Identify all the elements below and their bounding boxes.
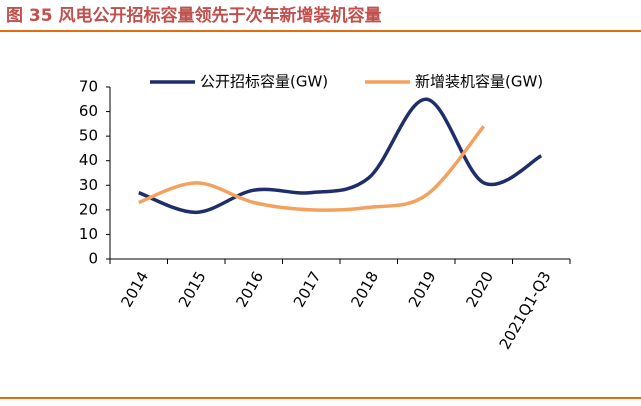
x-tick-label: 2018 [347,268,382,310]
y-tick-label: 70 [79,78,98,96]
y-tick-label: 0 [88,250,98,268]
x-tick-label: 2016 [232,268,267,310]
y-tick-label: 40 [79,151,98,169]
x-tick-label: 2019 [405,268,440,310]
y-tick-label: 30 [79,176,98,194]
x-tick-label: 2015 [175,268,210,310]
y-tick-label: 10 [79,225,98,243]
y-tick-label: 50 [79,127,98,145]
legend-label: 新增装机容量(GW) [415,73,543,91]
x-tick-label: 2014 [117,268,152,310]
series-line [138,97,543,215]
x-tick-label: 2021Q1-Q3 [496,268,555,352]
chart-title: 图 35 风电公开招标容量领先于次年新增装机容量 [6,5,382,26]
x-tick-label: 2020 [462,268,497,310]
legend-label: 公开招标容量(GW) [200,73,328,91]
y-tick-label: 20 [79,200,98,218]
y-tick-label: 60 [79,102,98,120]
series-line [138,125,486,212]
x-tick-label: 2017 [290,268,325,310]
